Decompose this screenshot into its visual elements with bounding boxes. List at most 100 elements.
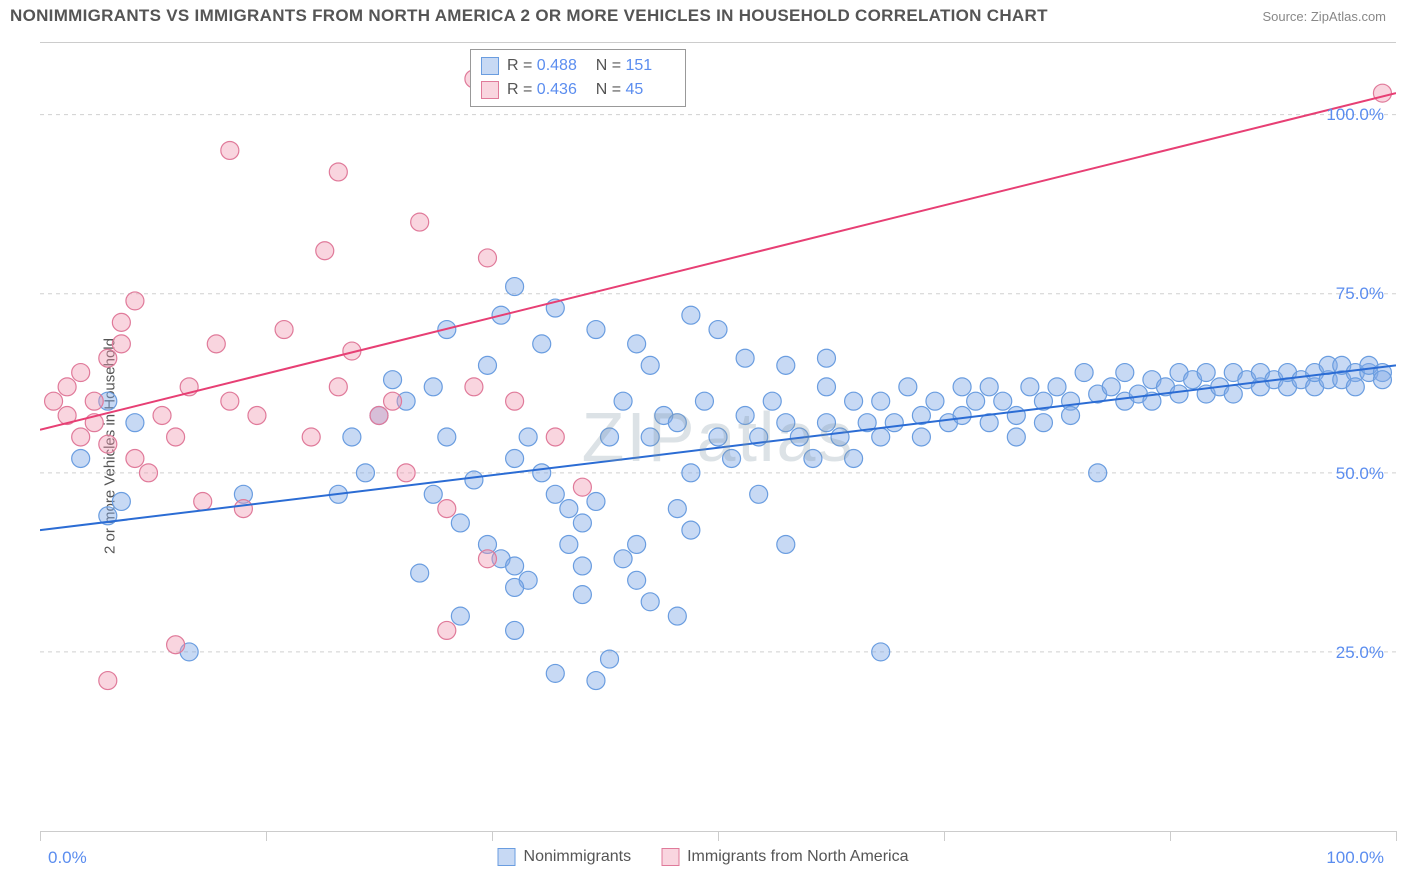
data-point xyxy=(885,414,903,432)
data-point xyxy=(533,335,551,353)
data-point xyxy=(668,500,686,518)
data-point xyxy=(478,550,496,568)
source-label: Source: ZipAtlas.com xyxy=(1262,9,1386,24)
data-point xyxy=(804,450,822,468)
data-point xyxy=(126,414,144,432)
y-tick-label: 100.0% xyxy=(1326,105,1384,125)
data-point xyxy=(1197,364,1215,382)
data-point xyxy=(194,492,212,510)
data-point xyxy=(221,392,239,410)
data-point xyxy=(709,321,727,339)
data-point xyxy=(126,292,144,310)
data-point xyxy=(1075,364,1093,382)
data-point xyxy=(384,371,402,389)
data-point xyxy=(614,392,632,410)
data-point xyxy=(587,672,605,690)
data-point xyxy=(112,492,130,510)
data-point xyxy=(994,392,1012,410)
data-point xyxy=(750,485,768,503)
data-point xyxy=(601,650,619,668)
data-point xyxy=(370,407,388,425)
data-point xyxy=(1007,428,1025,446)
data-point xyxy=(1102,378,1120,396)
series-legend: NonimmigrantsImmigrants from North Ameri… xyxy=(498,848,909,866)
data-point xyxy=(1170,385,1188,403)
data-point xyxy=(587,321,605,339)
data-point xyxy=(438,500,456,518)
data-point xyxy=(167,636,185,654)
data-point xyxy=(112,335,130,353)
data-point xyxy=(384,392,402,410)
data-point xyxy=(72,364,90,382)
data-point xyxy=(912,428,930,446)
data-point xyxy=(1224,385,1242,403)
data-point xyxy=(356,464,374,482)
legend-stat-text: R = 0.436 N = 45 xyxy=(507,78,675,102)
data-point xyxy=(1062,407,1080,425)
data-point xyxy=(167,428,185,446)
data-point xyxy=(641,593,659,611)
data-point xyxy=(424,378,442,396)
data-point xyxy=(99,435,117,453)
data-point xyxy=(207,335,225,353)
data-point xyxy=(628,571,646,589)
data-point xyxy=(614,550,632,568)
data-point xyxy=(641,356,659,374)
data-point xyxy=(1021,378,1039,396)
data-point xyxy=(506,557,524,575)
data-point xyxy=(926,392,944,410)
data-point xyxy=(438,621,456,639)
data-point xyxy=(777,535,795,553)
legend-series-name: Immigrants from North America xyxy=(687,848,908,866)
data-point xyxy=(343,428,361,446)
data-point xyxy=(248,407,266,425)
data-point xyxy=(465,378,483,396)
data-point xyxy=(533,464,551,482)
y-tick-label: 25.0% xyxy=(1336,643,1384,663)
data-point xyxy=(329,378,347,396)
data-point xyxy=(465,471,483,489)
data-point xyxy=(1346,378,1364,396)
data-point xyxy=(451,607,469,625)
data-point xyxy=(736,407,754,425)
data-point xyxy=(1373,84,1391,102)
data-point xyxy=(736,349,754,367)
data-point xyxy=(72,450,90,468)
data-point xyxy=(99,349,117,367)
y-tick-label: 50.0% xyxy=(1336,464,1384,484)
data-point xyxy=(668,414,686,432)
data-point xyxy=(872,392,890,410)
data-point xyxy=(777,414,795,432)
data-point xyxy=(573,586,591,604)
data-point xyxy=(506,450,524,468)
trend-line xyxy=(40,365,1396,530)
data-point xyxy=(628,335,646,353)
data-point xyxy=(519,428,537,446)
data-point xyxy=(72,428,90,446)
x-axis-min-label: 0.0% xyxy=(48,848,87,868)
data-point xyxy=(668,607,686,625)
data-point xyxy=(641,428,659,446)
data-point xyxy=(411,213,429,231)
data-point xyxy=(99,672,117,690)
x-axis-max-label: 100.0% xyxy=(1326,848,1384,868)
data-point xyxy=(153,407,171,425)
data-point xyxy=(723,450,741,468)
data-point xyxy=(506,621,524,639)
data-point xyxy=(831,428,849,446)
data-point xyxy=(112,313,130,331)
correlation-legend-row: R = 0.436 N = 45 xyxy=(481,78,675,102)
data-point xyxy=(478,249,496,267)
data-point xyxy=(329,163,347,181)
data-point xyxy=(424,485,442,503)
data-point xyxy=(1116,364,1134,382)
x-tick xyxy=(1396,831,1397,841)
data-point xyxy=(506,578,524,596)
data-point xyxy=(302,428,320,446)
legend-swatch xyxy=(481,57,499,75)
data-point xyxy=(817,349,835,367)
data-point xyxy=(506,278,524,296)
chart-title: NONIMMIGRANTS VS IMMIGRANTS FROM NORTH A… xyxy=(10,6,1048,26)
data-point xyxy=(546,485,564,503)
data-point xyxy=(573,478,591,496)
